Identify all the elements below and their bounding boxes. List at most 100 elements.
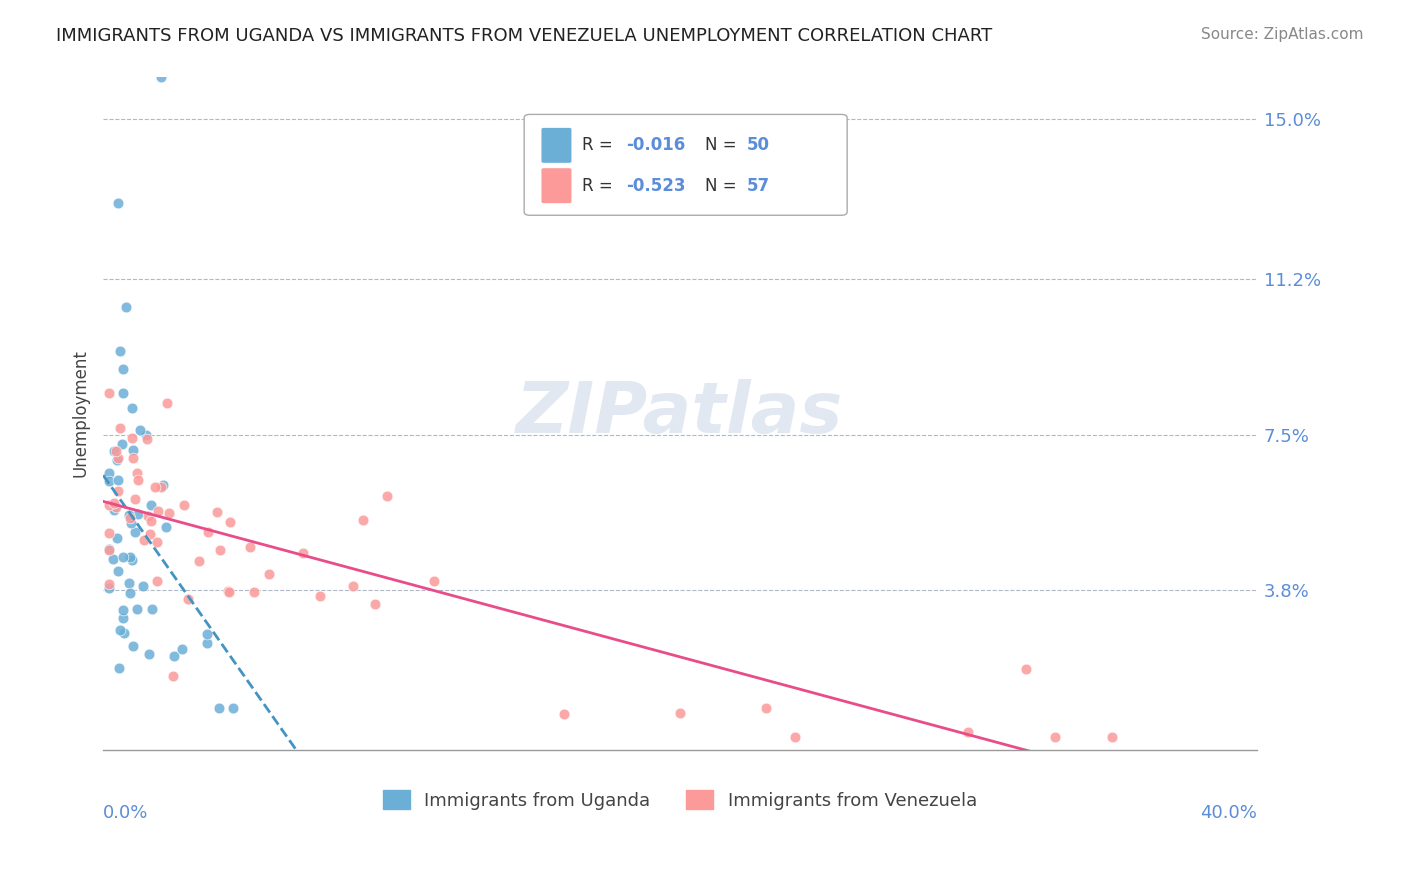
Point — [125, 602, 148, 616]
Point — [97, 542, 120, 557]
Point — [143, 480, 166, 494]
Point — [104, 443, 127, 458]
Text: N =: N = — [706, 136, 742, 154]
Point — [195, 636, 218, 650]
FancyBboxPatch shape — [541, 128, 571, 163]
Point — [342, 579, 364, 593]
Point — [139, 498, 162, 512]
Point — [107, 473, 129, 487]
Point — [785, 730, 807, 744]
Text: Source: ZipAtlas.com: Source: ZipAtlas.com — [1201, 27, 1364, 42]
Point — [755, 700, 778, 714]
Point — [97, 577, 120, 591]
Point — [121, 553, 143, 567]
Point — [149, 70, 172, 85]
Point — [141, 602, 163, 616]
Point — [108, 661, 131, 675]
Point — [118, 576, 141, 591]
Point — [422, 574, 444, 588]
Point — [105, 532, 128, 546]
Point — [170, 642, 193, 657]
Point — [120, 516, 142, 530]
Point — [177, 591, 200, 606]
Point — [138, 647, 160, 661]
Text: IMMIGRANTS FROM UGANDA VS IMMIGRANTS FROM VENEZUELA UNEMPLOYMENT CORRELATION CHA: IMMIGRANTS FROM UGANDA VS IMMIGRANTS FRO… — [56, 27, 993, 45]
Point — [111, 611, 134, 625]
Point — [156, 396, 179, 410]
Point — [132, 579, 155, 593]
Point — [103, 496, 125, 510]
Point — [112, 362, 135, 376]
Point — [122, 442, 145, 457]
Point — [112, 603, 135, 617]
Text: 57: 57 — [747, 177, 770, 194]
Point — [136, 432, 159, 446]
Point — [97, 466, 120, 480]
Point — [103, 502, 125, 516]
Point — [110, 623, 132, 637]
Point — [107, 196, 129, 211]
Point — [173, 498, 195, 512]
Point — [218, 515, 240, 529]
Point — [97, 526, 120, 541]
Point — [217, 584, 239, 599]
FancyBboxPatch shape — [541, 169, 571, 203]
Point — [97, 475, 120, 489]
Text: R =: R = — [582, 177, 617, 194]
Point — [108, 421, 131, 435]
Text: -0.523: -0.523 — [626, 177, 685, 194]
Point — [112, 385, 135, 400]
Point — [218, 585, 240, 599]
Point — [129, 423, 152, 437]
Text: 0.0%: 0.0% — [103, 805, 149, 822]
Point — [257, 567, 280, 582]
Point — [107, 564, 129, 578]
Point — [553, 707, 575, 722]
Point — [122, 639, 145, 653]
Point — [118, 550, 141, 565]
Point — [132, 533, 155, 547]
Point — [121, 432, 143, 446]
Point — [669, 706, 692, 720]
Text: N =: N = — [706, 177, 742, 194]
Point — [195, 626, 218, 640]
Point — [124, 524, 146, 539]
Point — [155, 519, 177, 533]
Point — [1015, 662, 1038, 676]
Point — [1043, 730, 1066, 744]
Point — [135, 427, 157, 442]
Point — [162, 669, 184, 683]
Point — [207, 505, 229, 519]
Point — [112, 549, 135, 564]
Text: 40.0%: 40.0% — [1199, 805, 1257, 822]
Point — [107, 451, 129, 466]
Point — [146, 574, 169, 588]
Point — [136, 508, 159, 523]
Point — [97, 542, 120, 557]
Text: -0.016: -0.016 — [626, 136, 685, 154]
Point — [112, 625, 135, 640]
Point — [162, 648, 184, 663]
Point — [148, 504, 170, 518]
Point — [127, 507, 149, 521]
Point — [98, 581, 121, 595]
Point — [97, 498, 120, 512]
Point — [157, 506, 180, 520]
Text: R =: R = — [582, 136, 617, 154]
Point — [243, 584, 266, 599]
Point — [110, 343, 132, 358]
Point — [111, 437, 134, 451]
Point — [103, 443, 125, 458]
Point — [1101, 730, 1123, 744]
Point — [239, 540, 262, 554]
Point — [197, 524, 219, 539]
Point — [309, 589, 332, 603]
Point — [121, 451, 143, 466]
FancyBboxPatch shape — [524, 114, 848, 215]
Point — [139, 515, 162, 529]
Point — [139, 527, 162, 541]
Text: ZIPatlas: ZIPatlas — [516, 379, 844, 448]
Point — [377, 489, 399, 503]
Point — [101, 552, 124, 566]
Point — [188, 554, 211, 568]
